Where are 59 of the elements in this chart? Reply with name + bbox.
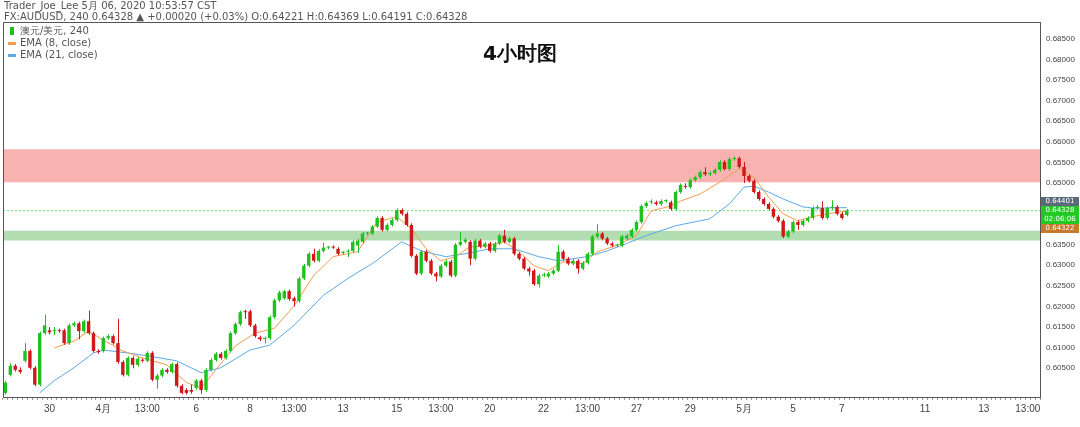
y-tick-label: 0.61500 (1046, 322, 1076, 332)
candlestick (683, 182, 688, 190)
y-tick-label: 0.61000 (1046, 342, 1076, 352)
y-tick-label: 0.68500 (1046, 34, 1076, 44)
x-tick-label: 11 (919, 402, 931, 414)
x-tick-label: 13:00 (134, 402, 161, 414)
candlestick (830, 199, 834, 211)
x-tick-label: 29 (684, 402, 697, 414)
annotation: FX:AUDUSD, 240 0.64328 ▲ +0.00020 (+0.03%) O:0.64221 H:0.64369 L:0.64191 C:0.64328 (4, 11, 468, 22)
x-tick-label: 5 (790, 402, 797, 414)
y-tick-label: 0.62500 (1046, 281, 1076, 291)
x-tick-label: 13:00 (575, 402, 601, 414)
x-tick-label: 5月 (736, 402, 752, 414)
candlestick (341, 250, 345, 256)
y-tick-label: 0.65500 (1046, 157, 1076, 167)
candlestick (28, 348, 32, 370)
candlestick (473, 238, 477, 261)
candlestick (590, 234, 595, 256)
y-tick-label: 0.66500 (1046, 116, 1076, 126)
y-tick-label: 0.67500 (1046, 75, 1076, 85)
legend-label: 澳元/美元, 240 (19, 25, 90, 37)
x-tick-label: 13:00 (428, 402, 454, 414)
legend-label: EMA (21, close) (19, 49, 98, 61)
x-tick-label: 13 (978, 402, 990, 414)
x-tick-label: 20 (484, 402, 496, 414)
y-tick-label: 0.66000 (1046, 136, 1076, 146)
x-tick-label: 13:00 (1015, 402, 1041, 414)
candlestick (297, 276, 301, 304)
candlestick (781, 218, 785, 239)
x-tick-label: 13 (337, 402, 349, 414)
candlestick (23, 342, 27, 363)
x-tick-label: 27 (630, 402, 643, 414)
x-tick-label: 8 (247, 402, 254, 414)
y-tick-label: 0.60500 (1046, 363, 1076, 373)
candlestick (468, 239, 472, 266)
candlestick (512, 236, 516, 256)
y-tick-label: 0.63500 (1046, 239, 1076, 249)
candlestick (116, 318, 120, 365)
x-tick-label: 22 (537, 402, 550, 414)
y-tick-label: 0.63000 (1046, 260, 1076, 270)
candlestick (664, 198, 668, 204)
y-tick-label: 0.67000 (1046, 95, 1076, 105)
x-tick-label: 30 (43, 402, 56, 414)
x-tick-label: 7 (839, 402, 846, 414)
candlestick (33, 365, 37, 387)
x-tick-label: 13:00 (281, 402, 307, 414)
x-tick-label: 6 (193, 402, 200, 414)
candlestick (67, 323, 71, 346)
y-tick-label: 0.62000 (1046, 301, 1076, 311)
candlestick (556, 244, 560, 273)
candlestick (742, 161, 746, 184)
legend-label: EMA (8, close) (19, 37, 93, 49)
x-tick-label: 15 (391, 402, 403, 414)
y-tick-label: 0.65000 (1046, 178, 1076, 188)
text: 4小时图 (483, 41, 557, 65)
y-tick-label: 0.68000 (1046, 54, 1076, 64)
x-tick-label: 4月 (95, 402, 112, 414)
chart-subtitle: Trader_Joe_Lee 5月 06, 2020 10:53:57 CST (4, 0, 217, 11)
candlestick (204, 367, 208, 393)
